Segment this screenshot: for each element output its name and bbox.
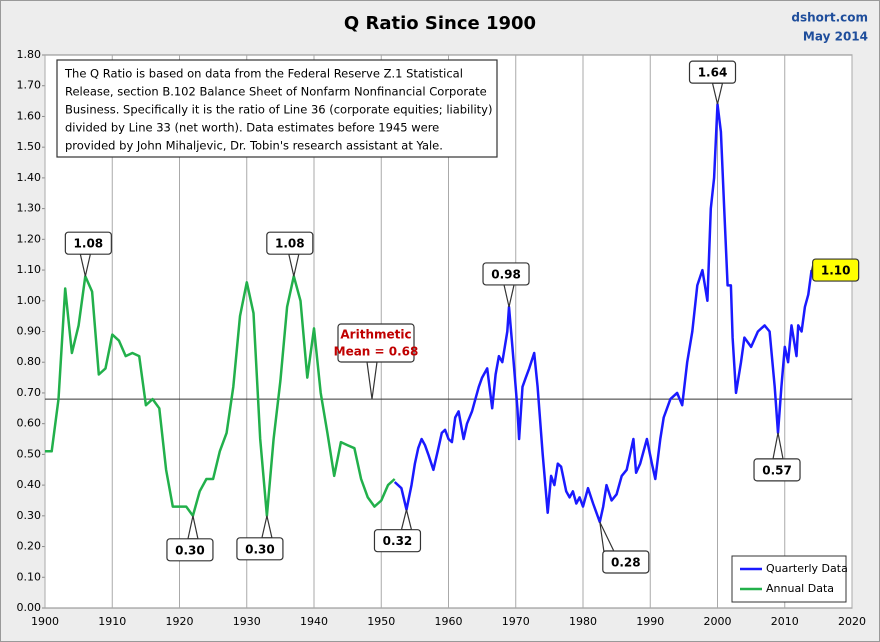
callout-box xyxy=(812,258,860,282)
y-tick-label: 0.60 xyxy=(17,417,42,430)
x-tick-label: 2020 xyxy=(838,615,866,628)
x-tick-label: 1920 xyxy=(166,615,194,628)
x-tick-label: 1990 xyxy=(636,615,664,628)
note-line: The Q Ratio is based on data from the Fe… xyxy=(64,67,463,81)
y-tick-label: 1.50 xyxy=(17,140,42,153)
note-line: Release, section B.102 Balance Sheet of … xyxy=(65,85,487,99)
date: May 2014 xyxy=(803,30,868,44)
x-tick-label: 2010 xyxy=(771,615,799,628)
series-line xyxy=(393,102,813,524)
callout-box xyxy=(64,231,112,255)
x-tick-label: 2000 xyxy=(704,615,732,628)
x-tick-label: 1980 xyxy=(569,615,597,628)
mean-callout-box xyxy=(337,323,415,363)
y-tick-label: 1.20 xyxy=(17,232,42,245)
y-tick-label: 1.30 xyxy=(17,202,42,215)
y-tick-label: 1.60 xyxy=(17,109,42,122)
callout-label: 0.30 xyxy=(245,542,275,556)
callout-label: 0.30 xyxy=(175,543,205,557)
callout-box xyxy=(373,529,422,553)
y-tick-label: 0.90 xyxy=(17,325,42,338)
y-tick-label: 0.30 xyxy=(17,509,42,522)
source: dshort.com xyxy=(791,11,868,25)
y-tick-label: 1.70 xyxy=(17,79,42,92)
mean-label: Arithmetic xyxy=(340,328,411,342)
callout-label: 0.32 xyxy=(383,534,413,548)
y-tick-label: 0.70 xyxy=(17,386,42,399)
callout-label: 0.98 xyxy=(491,267,521,281)
chart-title: Q Ratio Since 1900 xyxy=(344,13,536,34)
y-tick-label: 0.40 xyxy=(17,478,42,491)
callout-label: 1.08 xyxy=(275,237,305,251)
y-tick-label: 1.80 xyxy=(17,48,42,61)
y-tick-label: 1.10 xyxy=(17,263,42,276)
mean-label: Mean = 0.68 xyxy=(334,345,419,359)
legend-box xyxy=(731,555,847,603)
callout-label: 1.08 xyxy=(74,237,104,251)
y-tick-label: 0.00 xyxy=(17,601,42,614)
callout-box xyxy=(753,458,801,482)
callout-label: 0.28 xyxy=(611,555,641,569)
series-line xyxy=(45,274,396,518)
y-tick-label: 1.00 xyxy=(17,294,42,307)
legend-label: Annual Data xyxy=(766,582,834,595)
x-tick-label: 1940 xyxy=(300,615,328,628)
callout-box xyxy=(266,231,314,255)
y-tick-label: 0.80 xyxy=(17,355,42,368)
note-line: divided by Line 33 (net worth). Data est… xyxy=(65,121,439,135)
y-tick-label: 1.40 xyxy=(17,171,42,184)
x-tick-label: 1960 xyxy=(435,615,463,628)
note-line: provided by John Mihaljevic, Dr. Tobin's… xyxy=(65,139,443,153)
callout-label: 0.57 xyxy=(762,463,792,477)
y-tick-label: 0.10 xyxy=(17,570,42,583)
callout-box xyxy=(166,538,214,562)
callout-box xyxy=(688,60,737,84)
x-tick-label: 1970 xyxy=(502,615,530,628)
callout-box xyxy=(482,262,530,286)
callout-label: 1.64 xyxy=(698,66,728,80)
x-tick-label: 1910 xyxy=(98,615,126,628)
y-tick-label: 0.50 xyxy=(17,447,42,460)
note-box xyxy=(56,59,498,158)
x-tick-label: 1930 xyxy=(233,615,261,628)
y-tick-label: 0.20 xyxy=(17,540,42,553)
legend-label: Quarterly Data xyxy=(766,562,848,575)
x-tick-label: 1900 xyxy=(31,615,59,628)
callout-box xyxy=(602,550,650,574)
note-line: Business. Specifically it is the ratio o… xyxy=(65,103,492,117)
callout-box xyxy=(236,537,284,561)
x-tick-label: 1950 xyxy=(367,615,395,628)
callout-label: 1.10 xyxy=(821,264,851,278)
